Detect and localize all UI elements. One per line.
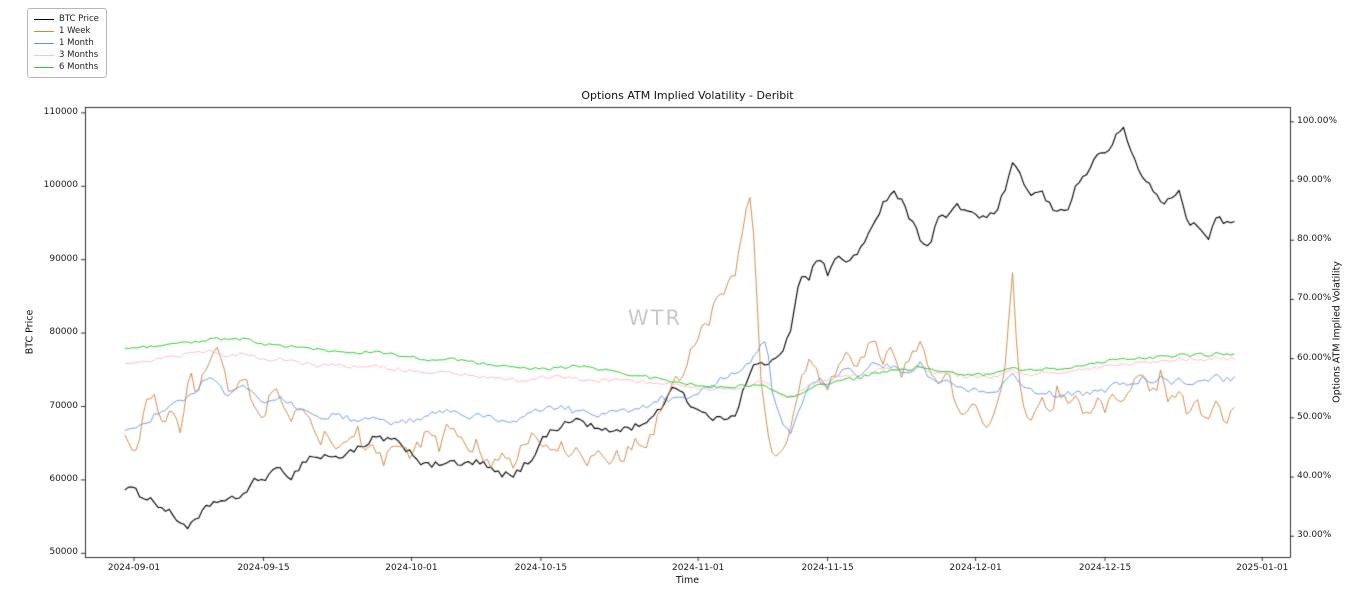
legend: BTC Price 1 Week 1 Month 3 Months 6 Months [27, 8, 107, 78]
legend-label: 6 Months [59, 62, 99, 72]
legend-line-swatch [34, 30, 54, 32]
legend-line-swatch [34, 54, 54, 56]
legend-label: 3 Months [59, 50, 99, 60]
legend-line-swatch [34, 42, 54, 44]
legend-label: BTC Price [59, 14, 99, 24]
legend-line-swatch [34, 66, 54, 68]
legend-item-6-months: 6 Months [34, 61, 99, 73]
legend-label: 1 Month [59, 38, 94, 48]
legend-item-1-week: 1 Week [34, 25, 99, 37]
legend-item-btc-price: BTC Price [34, 13, 99, 25]
legend-item-1-month: 1 Month [34, 37, 99, 49]
legend-label: 1 Week [59, 26, 91, 36]
legend-item-3-months: 3 Months [34, 49, 99, 61]
legend-line-swatch [34, 18, 54, 20]
